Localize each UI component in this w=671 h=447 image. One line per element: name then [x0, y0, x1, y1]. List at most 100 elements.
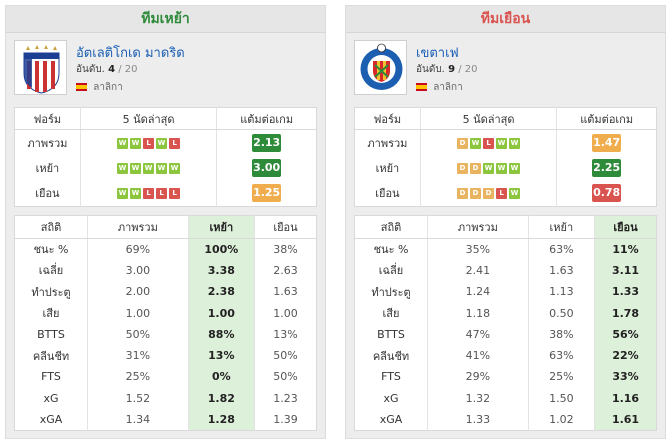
away-league[interactable]: ลาลิกา — [416, 80, 463, 95]
result-badge[interactable]: W — [117, 188, 129, 199]
away-team-name-link[interactable]: เขตาเฟ — [416, 46, 459, 61]
stat-row: xG 1.32 1.50 1.16 — [354, 387, 657, 409]
stat-away: 1.00 — [273, 306, 298, 320]
result-badge[interactable]: W — [143, 162, 155, 174]
result-badge[interactable]: W — [470, 137, 482, 149]
result-badge[interactable]: W — [509, 188, 521, 199]
stat-away: 3.11 — [594, 259, 657, 282]
stat-away: 1.78 — [594, 302, 657, 324]
stat-home: 88% — [188, 323, 256, 345]
stat-overall: 1.00 — [87, 302, 189, 324]
ppg-badge: 1.25 — [252, 184, 282, 202]
result-badge[interactable]: D — [470, 188, 482, 199]
stat-row: เฉลี่ย 3.00 3.38 2.63 — [14, 259, 317, 282]
stat-away: 38% — [273, 242, 298, 256]
result-badge[interactable]: L — [156, 188, 168, 199]
stat-overall: 2.00 — [87, 281, 189, 303]
result-badge[interactable]: W — [496, 137, 508, 149]
result-badge[interactable]: D — [457, 188, 469, 199]
stat-row: เสีย 1.00 1.00 1.00 — [14, 302, 317, 324]
form-header: ฟอร์ม — [354, 107, 421, 130]
stat-label: ทำประตู — [14, 281, 88, 303]
stat-home: 0% — [188, 366, 256, 388]
result-badge[interactable]: L — [169, 137, 181, 149]
result-badge[interactable]: D — [457, 137, 469, 149]
result-badge[interactable]: W — [117, 137, 129, 149]
stat-label: เสีย — [14, 302, 88, 324]
home-league[interactable]: ลาลิกา — [76, 80, 123, 95]
stat-home: 2.38 — [188, 281, 256, 303]
stat-overall: 50% — [87, 323, 189, 345]
stat-home: 1.00 — [188, 302, 256, 324]
stat-label: BTTS — [354, 323, 428, 345]
spain-flag-icon — [416, 83, 427, 91]
form-row-label: เหย้า — [14, 155, 81, 181]
stat-overall: 1.52 — [87, 387, 189, 409]
stat-overall: 3.00 — [87, 259, 189, 282]
stat-label: xGA — [354, 408, 428, 431]
home-team-name-link[interactable]: อัตเลติโกเด มาดริด — [76, 46, 185, 61]
result-badge[interactable]: W — [496, 162, 508, 174]
result-badge[interactable]: D — [470, 162, 482, 174]
getafe-logo[interactable] — [354, 40, 407, 95]
away-stats-table: สถิติ ภาพรวม เหย้า เยือน ชนะ % 35% 63% 11% เ… — [354, 215, 657, 431]
atletico-madrid-logo[interactable] — [14, 40, 67, 95]
stat-overall: 69% — [87, 238, 189, 260]
form-row: เหย้า W W W W W 3.00 — [14, 155, 317, 181]
result-badge[interactable]: W — [483, 162, 495, 174]
stat-overall: 25% — [87, 366, 189, 388]
result-badge[interactable]: L — [496, 188, 508, 199]
league-name: ลาลิกา — [433, 82, 463, 93]
ppg-badge: 0.78 — [592, 184, 622, 202]
league-name: ลาลิกา — [93, 82, 123, 93]
result-badge[interactable]: L — [169, 188, 181, 199]
result-badge[interactable]: W — [117, 162, 129, 174]
result-badge[interactable]: D — [483, 188, 495, 199]
stat-home: 3.38 — [188, 259, 256, 282]
ppg-cell: 1.25 — [217, 181, 317, 207]
form-row: เยือน D D D L W 0.78 — [354, 180, 657, 206]
result-badge[interactable]: W — [130, 137, 142, 149]
stat-away: 50% — [273, 370, 298, 384]
stat-away: 1.39 — [273, 412, 298, 426]
result-badge[interactable]: W — [169, 162, 181, 174]
stat-row: BTTS 47% 38% 56% — [354, 323, 657, 345]
result-badge[interactable]: W — [130, 162, 142, 174]
result-badge[interactable]: W — [156, 137, 168, 149]
stat-away: 50% — [273, 349, 298, 363]
stat-row: xG 1.52 1.82 1.23 — [14, 387, 317, 409]
result-badge[interactable]: L — [143, 137, 155, 149]
stat-away: 2.63 — [273, 263, 298, 277]
stat-row: เฉลี่ย 2.41 1.63 3.11 — [354, 259, 657, 282]
result-badge[interactable]: W — [509, 137, 521, 149]
stat-home: 13% — [188, 344, 256, 367]
stat-overall: 1.24 — [427, 281, 529, 303]
result-badge[interactable]: W — [156, 162, 168, 174]
stat-label: FTS — [354, 366, 428, 388]
result-badge[interactable]: W — [509, 162, 521, 174]
form-row-label: ภาพรวม — [354, 129, 421, 155]
ppg-badge: 3.00 — [252, 158, 282, 177]
result-badge[interactable]: D — [457, 162, 469, 174]
stat-home: 1.13 — [528, 281, 596, 303]
rank-value: 4 — [108, 64, 116, 75]
stat-label: xG — [14, 387, 88, 409]
stat-overall: 41% — [427, 344, 529, 367]
stat-home: 1.63 — [528, 259, 596, 282]
result-badge[interactable]: L — [143, 188, 155, 199]
rank-total: / 20 — [118, 64, 138, 75]
result-badge[interactable]: L — [483, 137, 495, 149]
stat-label: xGA — [14, 408, 88, 431]
ppg-cell: 1.47 — [557, 130, 657, 156]
result-badge[interactable]: W — [130, 188, 142, 199]
home-form-table: ฟอร์ม 5 นัดล่าสุด แต้มต่อเกม ภาพรวม W W L W L… — [14, 107, 317, 207]
stat-row: xGA 1.33 1.02 1.61 — [354, 408, 657, 431]
away-header: เยือน — [594, 215, 657, 239]
stat-away: 1.61 — [594, 408, 657, 431]
stat-row: เสีย 1.18 0.50 1.78 — [354, 302, 657, 324]
stat-label: เสีย — [354, 302, 428, 324]
stat-header: สถิติ — [354, 215, 428, 239]
